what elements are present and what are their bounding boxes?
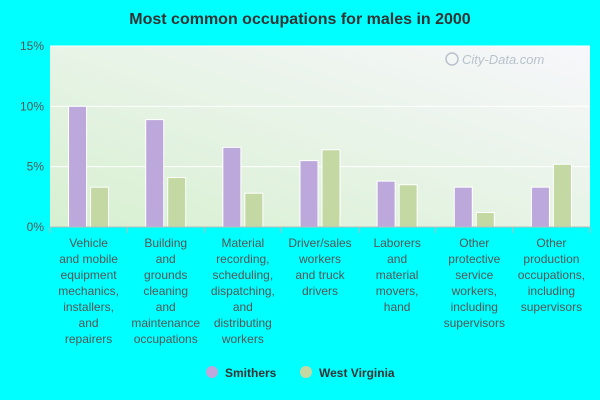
x-category-label: grounds [144,268,187,282]
x-category-label: workers [298,252,341,266]
y-tick-label: 0% [27,220,45,234]
x-category-label: mechanics, [58,284,119,298]
x-category-label: supervisors [521,300,582,314]
bar-smithers [299,160,319,228]
x-category-label: repairers [65,332,112,346]
grid-lines [50,45,590,168]
bar-west-virginia [244,192,264,228]
bar-smithers [68,105,88,228]
bar-west-virginia [398,184,418,228]
x-category-label: installers, [63,300,114,314]
y-axis-ticks: 0% 5% 10% 15% [20,39,44,234]
x-category-label: drivers [302,284,338,298]
bar-west-virginia [321,149,341,228]
x-category-label: and [387,252,407,266]
bar-smithers [376,180,396,228]
y-tick-label: 5% [27,160,45,174]
x-category-label: and [79,316,99,330]
bar-smithers [530,186,550,228]
x-category-label: recording, [216,252,269,266]
watermark-text: City-Data.com [462,52,545,67]
bar-west-virginia [552,163,572,228]
x-category-label: and mobile [59,252,118,266]
x-category-label: occupations [134,332,198,346]
bar-smithers [453,186,473,228]
x-category-label: and [156,300,176,314]
x-category-label: Vehicle [69,236,108,250]
legend: Smithers West Virginia [206,366,395,380]
x-category-label: Laborers [373,236,420,250]
x-category-label: dispatching, [211,284,275,298]
y-tick-label: 15% [20,39,44,53]
x-category-label: equipment [61,268,118,282]
plot-area [50,46,590,227]
y-tick-label: 10% [20,99,44,113]
x-category-label: workers, [451,284,497,298]
legend-swatch [300,366,312,378]
x-category-label: cleaning [143,284,188,298]
x-category-label: Building [144,236,187,250]
x-category-label: and [233,300,253,314]
x-category-label: Material [222,236,265,250]
legend-label: West Virginia [319,366,395,380]
watermark-magnifier-icon [445,52,459,66]
x-category-label: service [455,268,493,282]
legend-label: Smithers [225,366,277,380]
x-category-label: maintenance [131,316,200,330]
bar-west-virginia [475,212,495,228]
x-category-label: Other [459,236,489,250]
x-category-label: including [528,284,575,298]
x-category-label: material [376,268,419,282]
x-category-label: Driver/sales [288,236,351,250]
legend-swatch [206,366,218,378]
bars [68,105,572,228]
x-category-label: hand [384,300,411,314]
x-category-label: and [156,252,176,266]
x-axis-labels: Vehicle and mobile equipment mechanics, inst… [49,227,591,346]
x-category-label: including [451,300,498,314]
x-category-label: production [523,252,579,266]
chart-title: Most common occupations for males in 200… [129,11,471,28]
x-category-label: distributing [214,316,272,330]
bar-smithers [145,119,165,228]
watermark: City-Data.com [445,52,545,67]
x-category-label: protective [448,252,500,266]
x-category-label: occupations, [518,268,585,282]
x-category-label: workers [221,332,264,346]
x-category-label: and truck [295,268,345,282]
x-category-label: Other [536,236,566,250]
bar-smithers [222,146,242,228]
bar-west-virginia [167,177,187,228]
x-category-label: movers, [376,284,419,298]
x-category-label: scheduling, [212,268,273,282]
bar-west-virginia [90,186,110,228]
x-category-label: supervisors [444,316,505,330]
